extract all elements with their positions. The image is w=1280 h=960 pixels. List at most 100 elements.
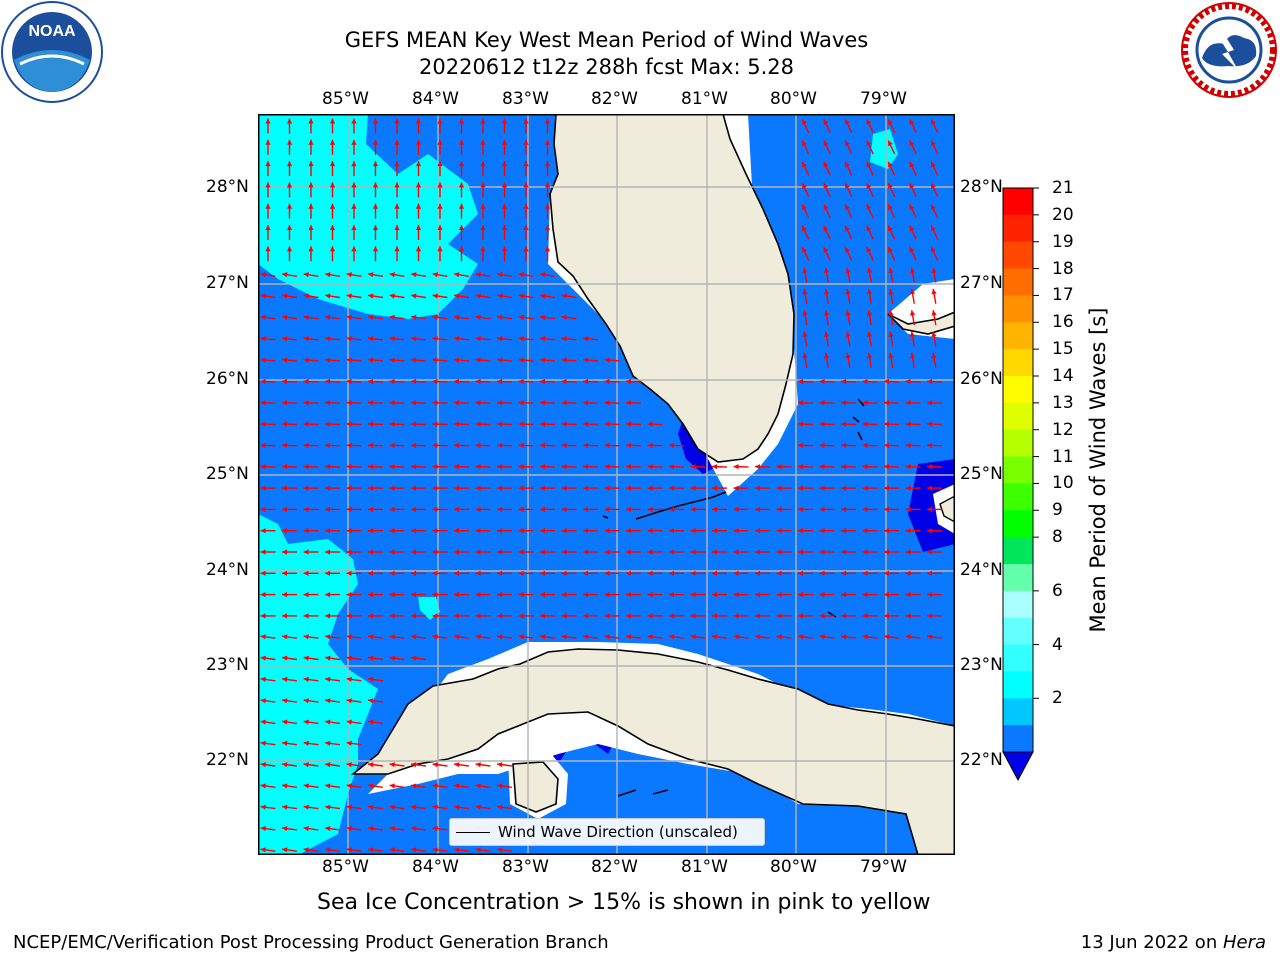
wind-wave-arrowhead [389,528,395,534]
wind-wave-arrowhead [626,442,632,448]
wind-wave-arrowhead [497,783,503,789]
lat-label-right: 22°N [960,750,1003,770]
wind-wave-arrowhead [798,549,803,555]
wind-wave-arrowhead [475,506,481,512]
wind-wave-arrowhead [325,464,331,470]
wind-wave-arrowhead [518,336,524,342]
wind-wave-arrowhead [905,378,911,385]
wind-wave-arrowhead [303,272,309,278]
wind-wave-arrowhead [480,182,486,188]
wind-wave-arrowhead [884,634,890,640]
wind-wave-arrowhead [755,506,760,512]
wind-wave-arrowhead [368,378,374,385]
wind-wave-arrowhead [389,804,395,810]
wind-wave-arrowhead [798,570,803,576]
florida-land [549,114,795,463]
wind-wave-arrowhead [931,310,937,316]
wind-wave-arrowhead [282,336,288,342]
wind-wave-arrowhead [802,247,807,253]
wind-wave-arrowhead [368,698,374,704]
wind-wave-arrowhead [454,421,460,427]
wind-wave-arrowhead [604,613,610,619]
wind-wave-arrowhead [480,246,486,252]
wind-wave-arrowhead [802,140,807,147]
wind-wave-arrowhead [540,336,546,342]
wind-wave-arrowhead [346,804,352,810]
lon-label-bottom: 84°W [412,857,459,877]
wind-wave-arrowhead [432,762,438,768]
colorbar-tick-label: 10 [1052,473,1074,494]
wind-wave-arrowhead [303,592,309,598]
wind-wave-arrowhead [368,272,374,278]
wind-wave-arrowhead [518,293,524,299]
wind-wave-arrowhead [497,762,503,768]
wind-wave-arrowhead [824,267,830,274]
wind-wave-arrowhead [458,139,465,145]
wind-wave-arrowhead [819,400,825,406]
wind-wave-arrowhead [480,139,486,145]
wind-wave-arrowhead [755,464,761,470]
wind-wave-arrowhead [497,592,502,598]
wind-wave-arrowhead [389,336,395,342]
wind-wave-arrowhead [303,336,309,342]
wind-wave-arrowhead [282,634,288,640]
wind-wave-arrowhead [647,613,653,619]
wind-wave-arrowhead [909,247,915,253]
wind-wave-arrowhead [690,485,696,491]
wind-wave-arrowhead [905,506,911,512]
wind-wave-arrowhead [303,740,309,746]
wind-wave-arrowhead [325,613,330,619]
wind-wave-arrowhead [437,246,443,252]
wind-wave-arrowhead [626,592,631,598]
wind-wave-arrowhead [523,203,529,209]
wind-wave-arrowhead [733,613,739,619]
wind-wave-arrowhead [544,161,551,167]
wind-wave-arrowhead [346,826,352,832]
wind-wave-arrowhead [437,139,443,145]
wind-wave-arrowhead [669,485,674,491]
wind-wave-arrowhead [351,182,357,188]
wind-wave-arrowhead [368,592,373,598]
wind-wave-arrowhead [282,655,288,661]
wind-wave-arrowhead [411,421,417,427]
wind-wave-arrowhead [862,442,868,448]
wind-wave-arrowhead [454,549,459,555]
colorbar-swatch [1003,322,1033,350]
wind-wave-arrowhead [480,118,486,124]
wind-wave-arrowhead [282,804,288,810]
wind-wave-arrowhead [368,762,374,768]
wind-wave-arrowhead [325,783,331,789]
wind-wave-arrowhead [910,289,916,295]
wind-wave-arrowhead [690,613,696,619]
colorbar-extend-triangle [1002,751,1034,782]
wind-wave-arrowhead [604,400,610,406]
wind-wave-arrowhead [712,464,718,470]
colorbar-tick-label: 8 [1052,527,1063,548]
wind-wave-arrowhead [454,506,459,512]
wind-wave-arrowhead [583,485,588,491]
wind-wave-arrowhead [518,528,524,534]
wind-wave-arrowhead [841,592,846,598]
wind-wave-arrowhead [841,464,847,470]
wind-wave-arrowhead [561,506,567,512]
wind-wave-arrowhead [368,826,374,832]
wind-wave-arrowhead [458,182,465,188]
wind-wave-arrowhead [647,464,653,470]
wind-wave-arrowhead [368,634,374,640]
colorbar-tick-label: 16 [1052,312,1074,333]
wind-wave-arrowhead [626,485,631,491]
wind-wave-arrowhead [540,293,546,299]
wind-wave-arrowhead [823,225,829,232]
wind-wave-arrowhead [927,421,933,427]
wind-wave-arrowhead [755,570,760,576]
wind-wave-arrowhead [604,464,610,470]
wind-wave-arrowhead [888,247,893,253]
wind-wave-arrowhead [647,485,653,491]
wind-wave-arrowhead [862,464,868,470]
wind-wave-arrowhead [346,400,352,406]
wind-wave-arrowhead [432,314,438,320]
wind-wave-arrowhead [647,592,653,598]
wind-wave-arrowhead [308,118,314,124]
wind-wave-arrowhead [346,357,352,363]
colorbar-tick-label: 4 [1052,634,1063,655]
